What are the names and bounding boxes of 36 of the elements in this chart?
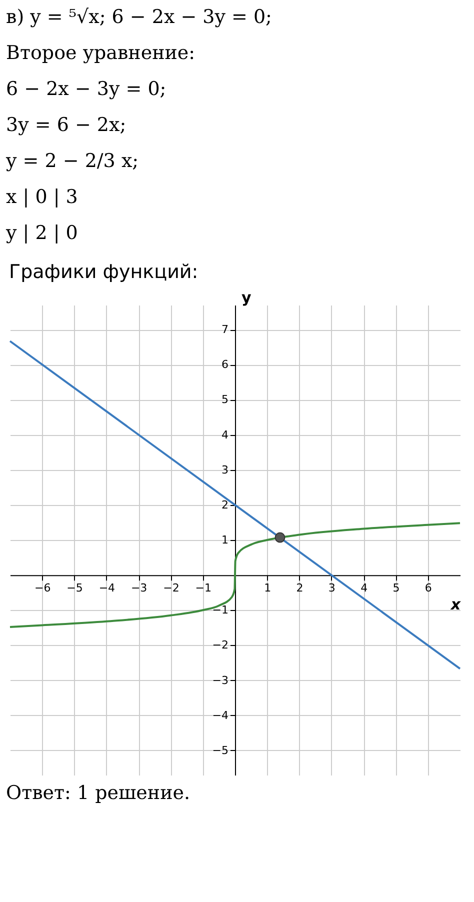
text: x | 0 | 3: [6, 186, 79, 208]
y-tick-label: 4: [222, 428, 228, 442]
x-tick-label: −3: [130, 582, 148, 595]
text: y = 2 − 2/3 x;: [6, 150, 140, 172]
x-tick-label: −5: [66, 582, 83, 595]
y-tick-label: 7: [222, 323, 228, 336]
text: 6 − 2x − 3y = 0;: [6, 78, 168, 100]
x-tick-label: −6: [34, 582, 51, 595]
x-tick-label: 3: [328, 582, 336, 595]
y-tick-label: 2: [222, 498, 228, 512]
y-tick-label: −2: [212, 638, 228, 652]
y-tick-label: 3: [222, 463, 228, 476]
text: Ответ: 1 решение.: [6, 782, 192, 804]
y-tick-label: 1: [222, 534, 228, 546]
x-tick-label: 2: [296, 582, 304, 595]
chart-title: Графики функций:: [9, 261, 198, 283]
x-tick-label: 1: [264, 582, 272, 595]
y-tick-label: 5: [222, 393, 228, 406]
text: Второе уравнение:: [6, 42, 196, 64]
x-tick-label: 4: [360, 582, 368, 595]
text: y | 2 | 0: [6, 222, 79, 244]
x-tick-label: 6: [424, 582, 432, 595]
x-tick-label: −1: [195, 582, 212, 595]
line-series: [9, 522, 461, 628]
x-axis-title: x: [450, 596, 462, 614]
y-tick-label: −3: [212, 674, 228, 687]
y-tick-label: 6: [222, 358, 228, 372]
x-tick-label: −2: [163, 582, 180, 595]
y-tick-label: −1: [212, 604, 228, 617]
x-tick-label: −4: [98, 582, 116, 595]
text: 3y = 6 − 2x;: [6, 114, 128, 136]
y-tick-label: −4: [212, 708, 228, 722]
x-tick-label: 5: [392, 582, 400, 595]
y-tick-label: −5: [212, 744, 228, 757]
y-axis-title: y: [242, 288, 252, 306]
text: в) y = ⁵√x; 6 − 2x − 3y = 0;: [6, 6, 273, 28]
